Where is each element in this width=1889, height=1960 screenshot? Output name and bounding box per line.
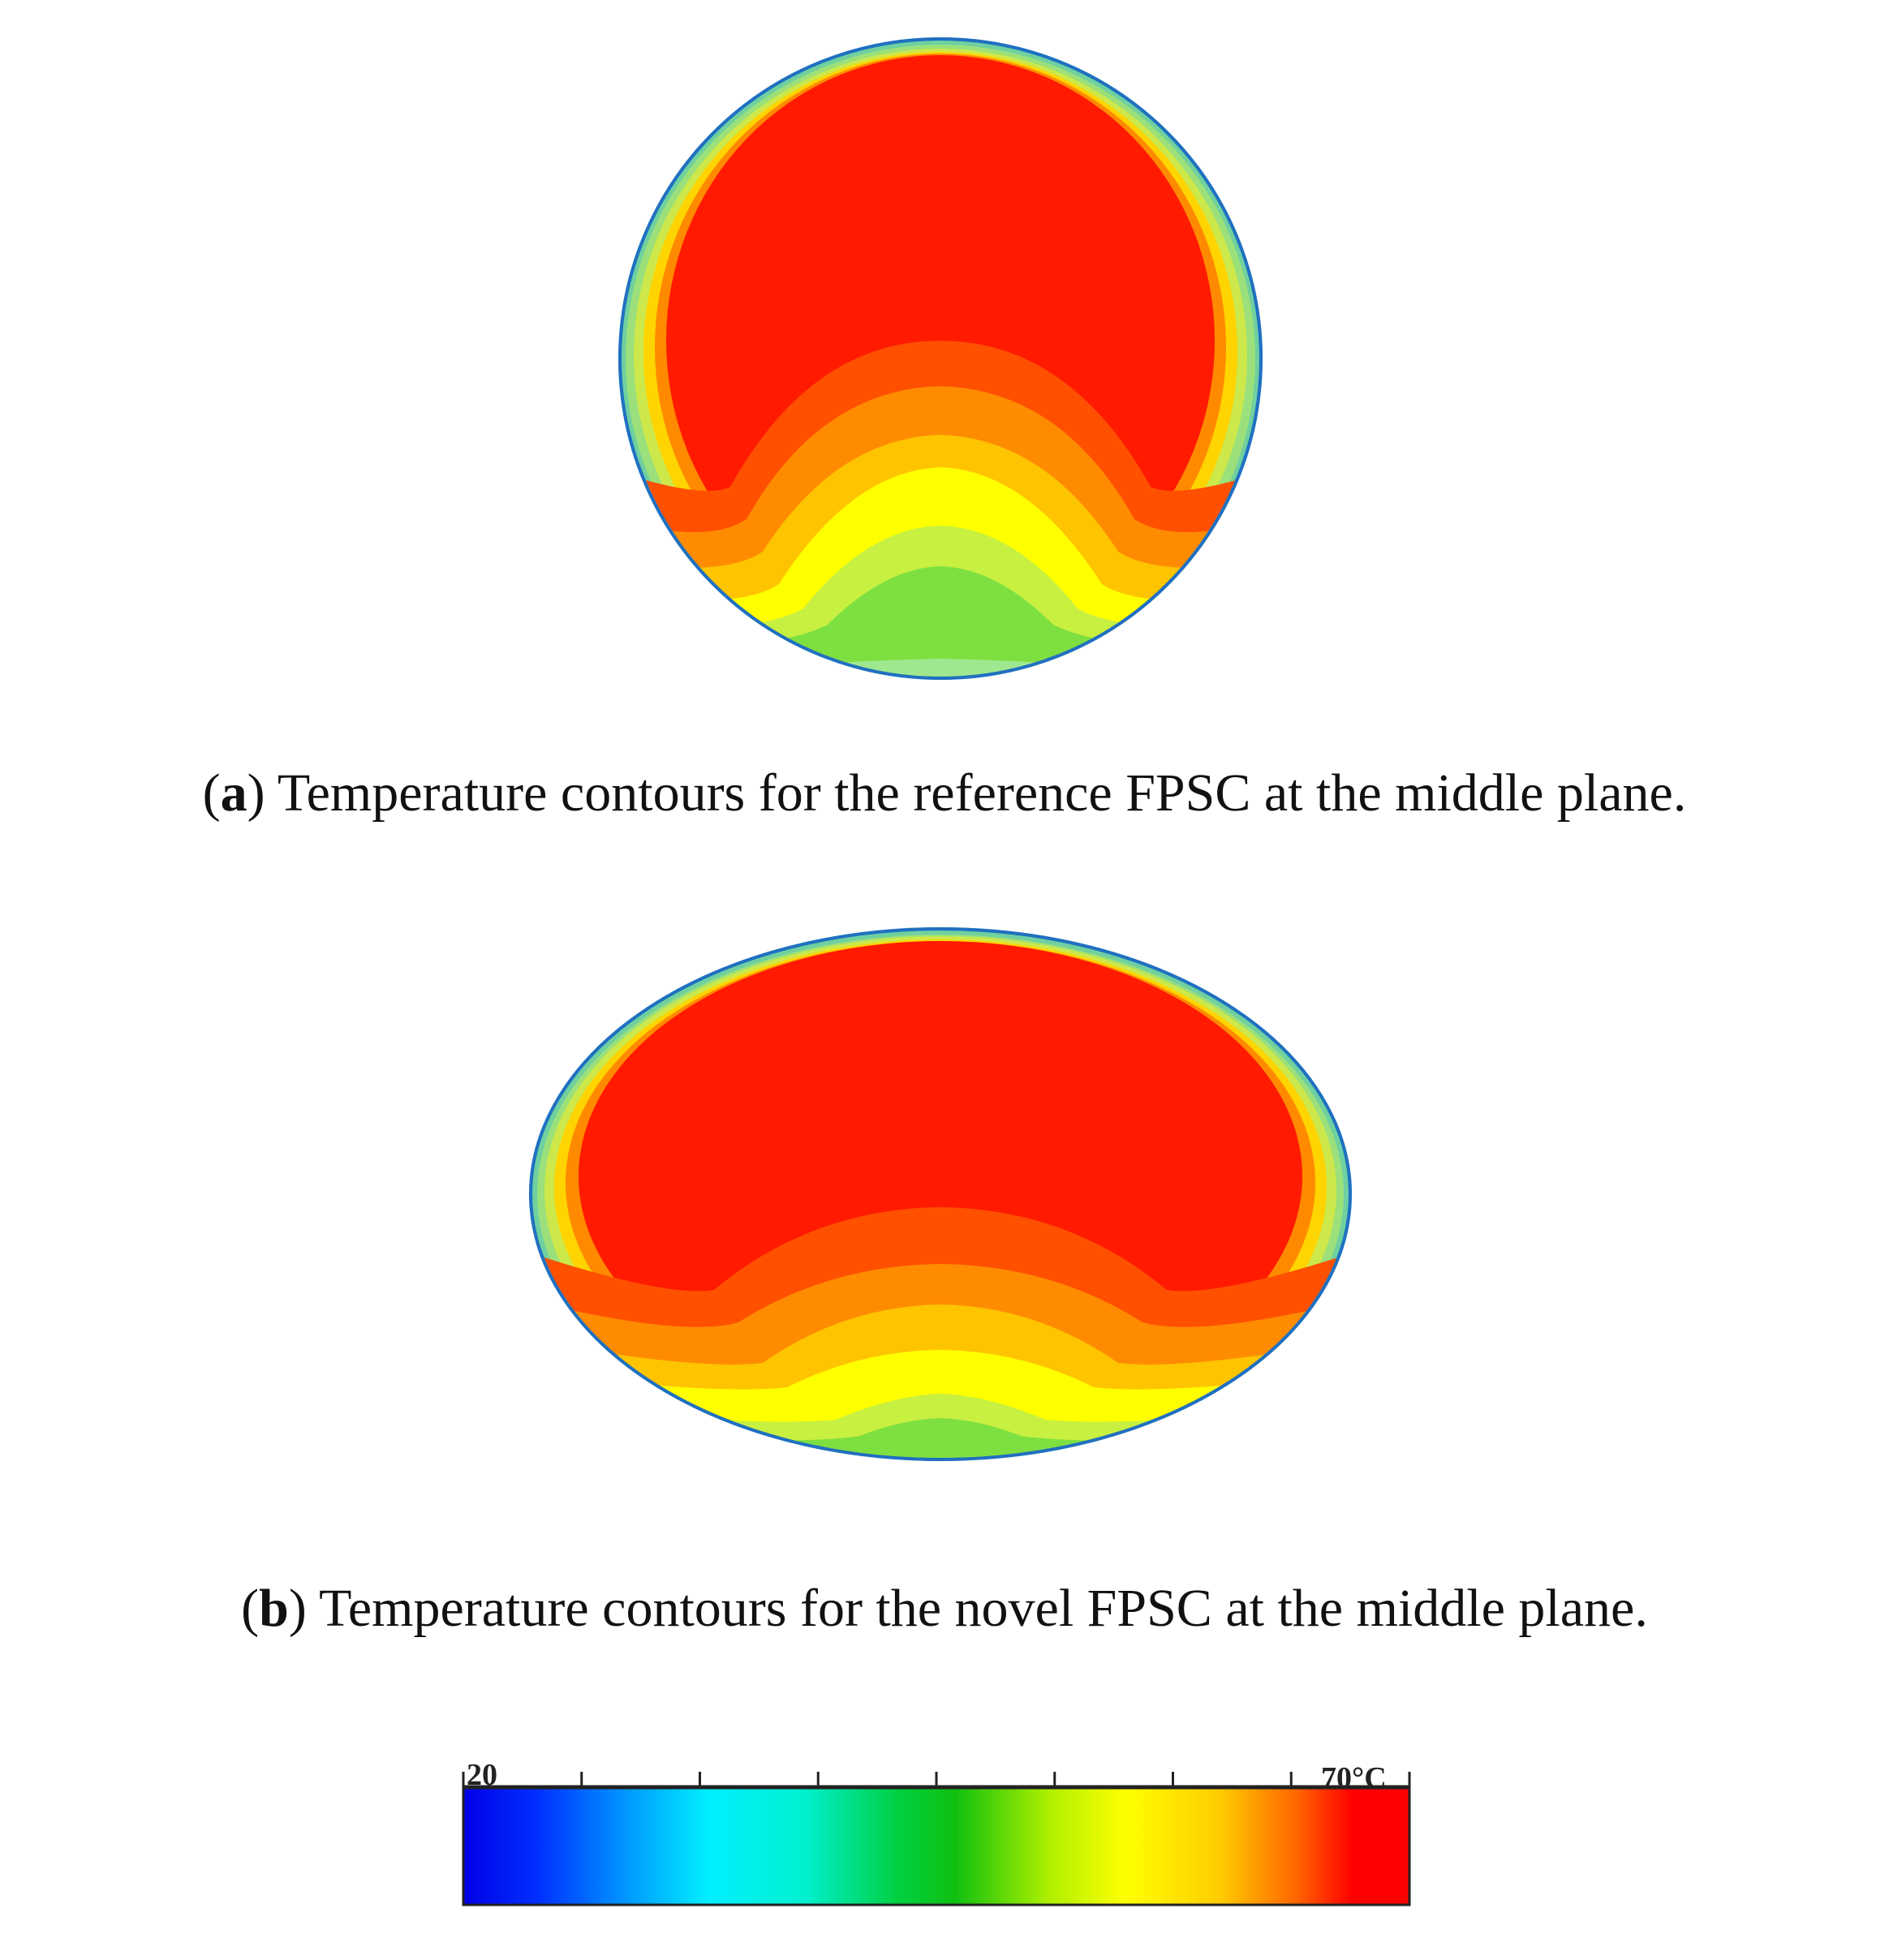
contour-plot-reference xyxy=(618,37,1263,680)
caption-a: (a) Temperature contours for the referen… xyxy=(202,763,1687,823)
scale-max-label: 70°C xyxy=(1321,1760,1387,1796)
scale-max-value: 70 xyxy=(1321,1761,1352,1795)
caption-a-text: Temperature contours for the reference F… xyxy=(277,763,1687,823)
caption-a-letter: a xyxy=(220,763,247,823)
scale-ticks xyxy=(462,1772,1411,1790)
caption-b-letter: b xyxy=(259,1579,289,1638)
contour-plot-novel xyxy=(529,927,1352,1461)
scale-min-label: 20 xyxy=(467,1758,497,1792)
scale-unit: °C xyxy=(1352,1761,1387,1795)
caption-b: (b) Temperature contours for the novel F… xyxy=(241,1579,1648,1638)
color-scale-bar xyxy=(462,1772,1411,1906)
caption-b-text: Temperature contours for the novel FPSC … xyxy=(319,1579,1648,1638)
